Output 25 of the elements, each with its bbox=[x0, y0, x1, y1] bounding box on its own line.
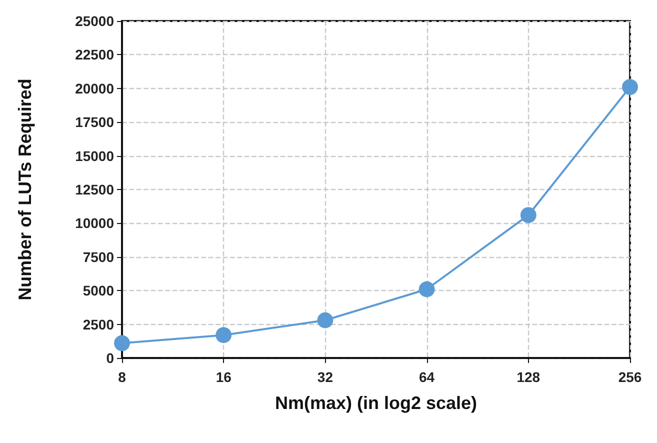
y-tick-label: 10000 bbox=[75, 215, 114, 232]
x-tick-label: 16 bbox=[216, 369, 232, 385]
point bbox=[418, 281, 435, 298]
y-tick-label: 22500 bbox=[75, 46, 114, 63]
point bbox=[114, 335, 130, 352]
x-tick-label: 8 bbox=[118, 369, 126, 385]
y-tick-label: 17500 bbox=[75, 114, 114, 130]
y-tick-label: 0 bbox=[106, 350, 114, 366]
x-tick-label: 32 bbox=[317, 369, 334, 385]
y-tick-label: 7500 bbox=[82, 248, 114, 265]
y-tick-label: 2500 bbox=[82, 316, 114, 332]
y-axis-title: Number of LUTs Required bbox=[15, 78, 35, 300]
point bbox=[216, 327, 232, 344]
y-tick-label: 5000 bbox=[82, 282, 114, 299]
y-tick-label: 25000 bbox=[75, 13, 114, 29]
x-tick-label: 256 bbox=[618, 369, 642, 385]
x-axis-title: Nm(max) (in log2 scale) bbox=[274, 393, 478, 413]
point bbox=[622, 79, 638, 96]
x-tick-label: 64 bbox=[419, 369, 435, 385]
y-tick-label: 15000 bbox=[75, 148, 114, 164]
y-tick-label: 12500 bbox=[75, 182, 114, 198]
y-tick-label: 20000 bbox=[75, 80, 114, 96]
x-tick-label: 128 bbox=[516, 369, 540, 385]
point bbox=[317, 312, 334, 328]
point bbox=[520, 207, 536, 224]
